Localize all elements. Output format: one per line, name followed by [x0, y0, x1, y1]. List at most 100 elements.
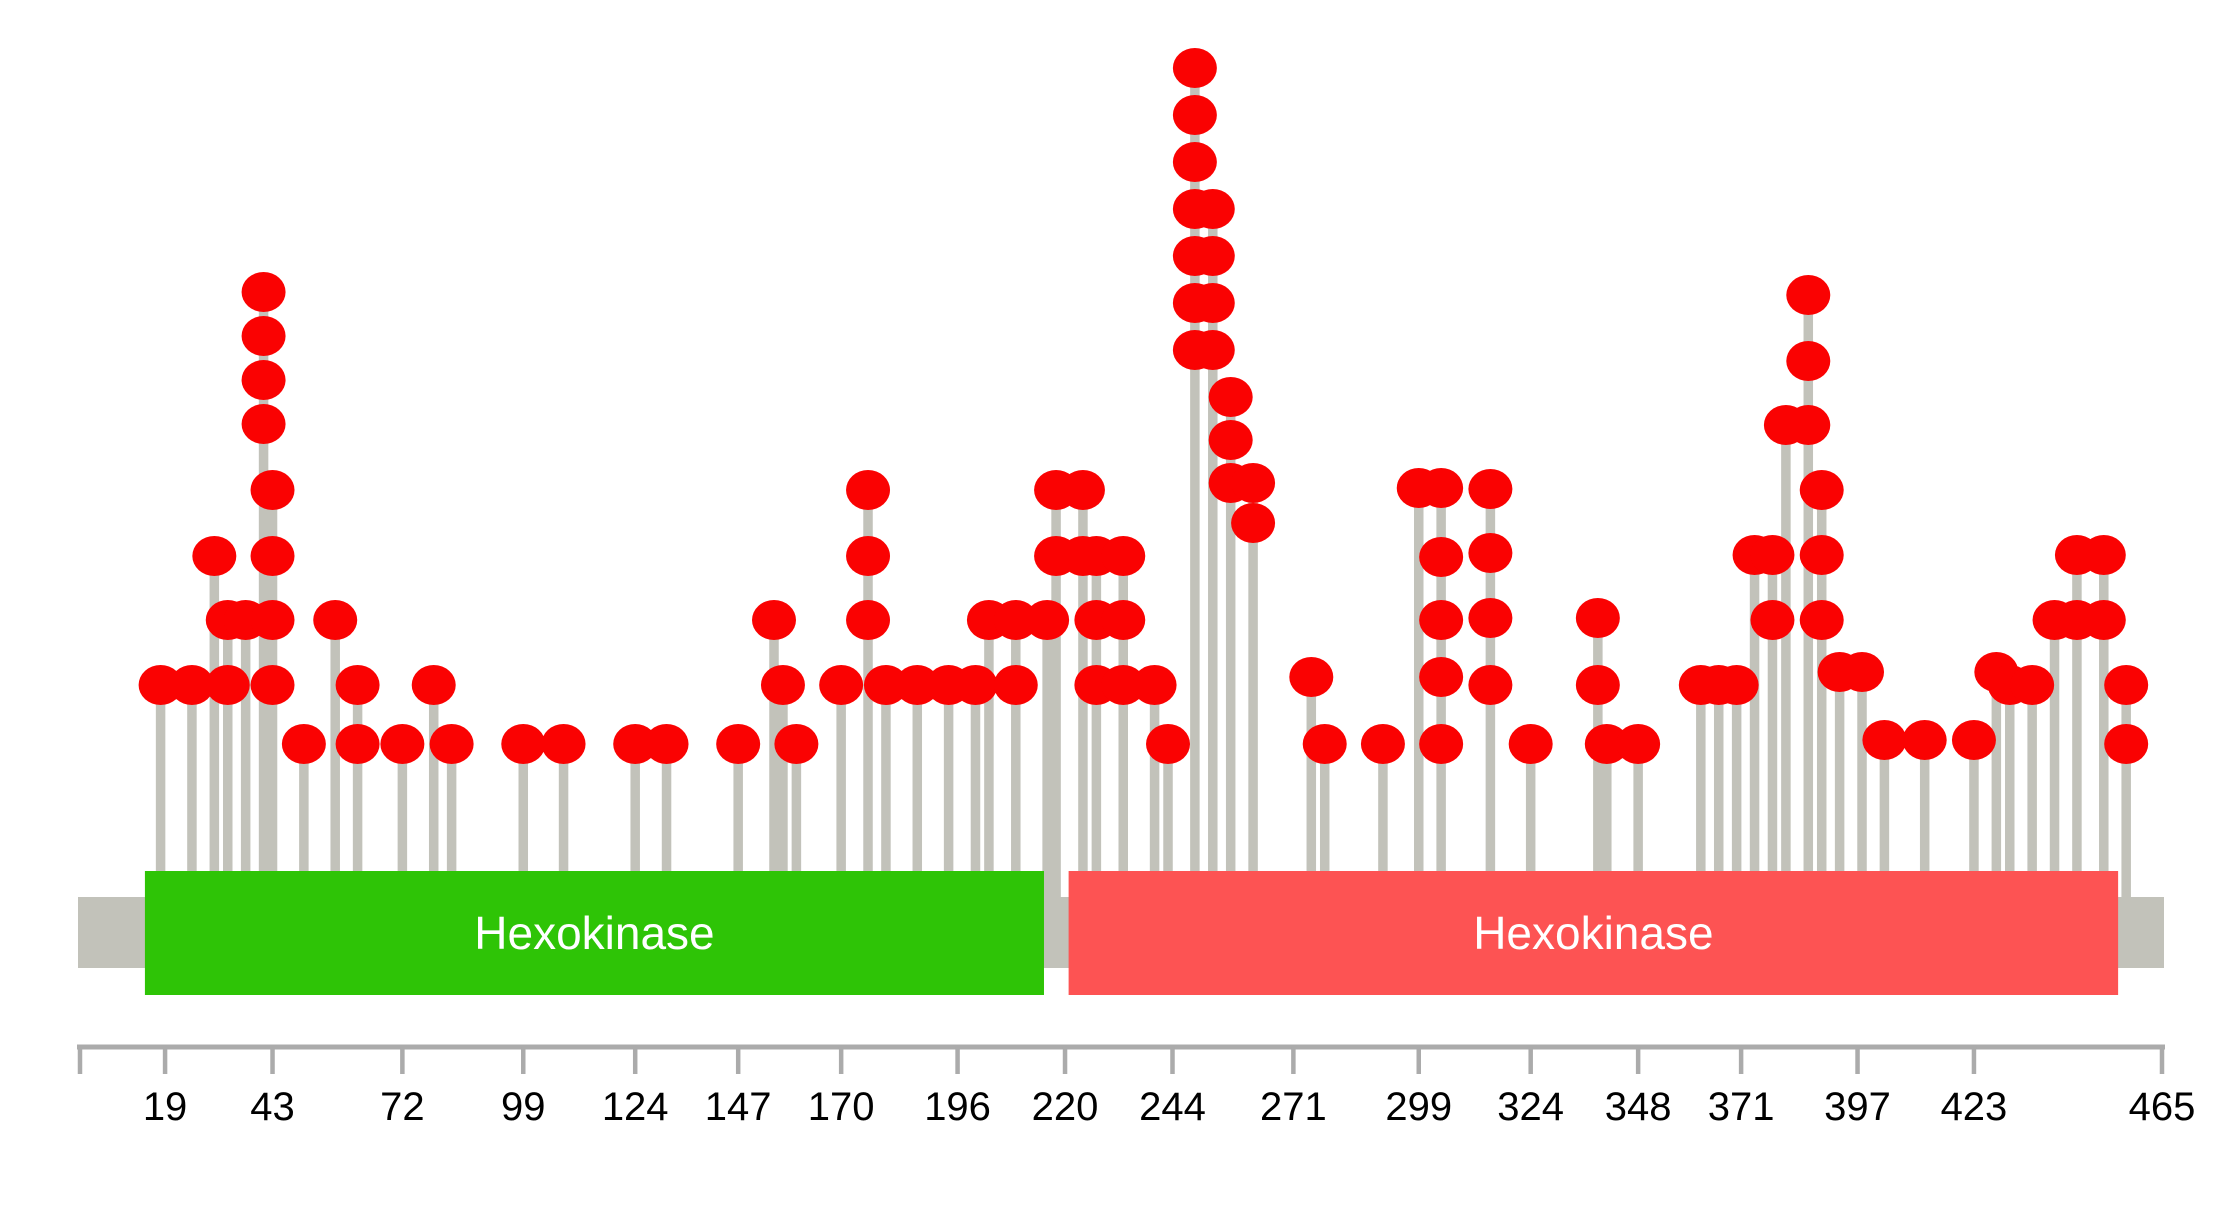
mutation-circle[interactable] — [2010, 665, 2055, 705]
axis-tick-label: 299 — [1385, 1085, 1452, 1129]
mutation-circle[interactable] — [2104, 665, 2149, 705]
mutation-circle[interactable] — [411, 665, 456, 705]
mutation-circle[interactable] — [1060, 470, 1105, 510]
mutation-circle[interactable] — [250, 665, 295, 705]
lollipop-stem — [1696, 685, 1706, 935]
mutation-circle[interactable] — [1786, 275, 1831, 315]
mutation-circle[interactable] — [2104, 724, 2149, 764]
mutation-circle[interactable] — [335, 665, 380, 705]
mutation-circle[interactable] — [169, 665, 214, 705]
mutation-circle[interactable] — [1750, 600, 1795, 640]
mutation-circle[interactable] — [1146, 724, 1191, 764]
mutation-circle[interactable] — [1468, 598, 1513, 638]
mutation-circle[interactable] — [1190, 330, 1235, 370]
axis-tick-label: 324 — [1497, 1085, 1564, 1129]
mutation-circle[interactable] — [138, 665, 183, 705]
mutation-circle[interactable] — [281, 724, 326, 764]
mutation-circle[interactable] — [846, 536, 891, 576]
mutation-circle[interactable] — [1419, 724, 1464, 764]
mutation-circle[interactable] — [1799, 535, 1844, 575]
mutation-circle[interactable] — [2081, 535, 2126, 575]
mutation-circle[interactable] — [1419, 468, 1464, 508]
mutation-circle[interactable] — [1419, 657, 1464, 697]
mutation-circle[interactable] — [1190, 189, 1235, 229]
mutation-circle[interactable] — [541, 724, 586, 764]
mutation-circle[interactable] — [1132, 665, 1177, 705]
mutation-circle[interactable] — [1468, 469, 1513, 509]
mutation-circle[interactable] — [1360, 724, 1405, 764]
mutation-circle[interactable] — [1289, 657, 1334, 697]
mutation-circle[interactable] — [429, 724, 474, 764]
mutation-circle[interactable] — [1101, 665, 1146, 705]
mutation-circle[interactable] — [1575, 598, 1620, 638]
mutation-circle[interactable] — [250, 536, 295, 576]
mutation-circle[interactable] — [335, 724, 380, 764]
mutation-circle[interactable] — [760, 665, 805, 705]
mutation-circle[interactable] — [250, 600, 295, 640]
mutation-circle[interactable] — [241, 272, 286, 312]
mutation-circle[interactable] — [846, 470, 891, 510]
lollipop-stem — [1781, 425, 1791, 935]
domain-box-1[interactable] — [144, 871, 1044, 995]
lollipop-stem — [2005, 685, 2015, 935]
mutation-circle[interactable] — [1468, 665, 1513, 705]
mutation-circle[interactable] — [1208, 377, 1253, 417]
mutation-circle[interactable] — [1190, 283, 1235, 323]
mutation-circle[interactable] — [1172, 142, 1217, 182]
lollipop-stem — [1091, 556, 1102, 935]
mutation-circle[interactable] — [241, 404, 286, 444]
mutation-circle[interactable] — [1862, 720, 1907, 760]
mutation-circle[interactable] — [380, 724, 425, 764]
mutation-circle[interactable] — [1584, 724, 1629, 764]
mutation-circle[interactable] — [774, 724, 819, 764]
mutation-circle[interactable] — [1799, 600, 1844, 640]
mutation-circle[interactable] — [1786, 341, 1831, 381]
mutation-circle[interactable] — [1750, 535, 1795, 575]
mutation-circle[interactable] — [1208, 420, 1253, 460]
mutation-circle[interactable] — [863, 665, 908, 705]
mutation-circle[interactable] — [241, 316, 286, 356]
mutation-circle[interactable] — [1302, 724, 1347, 764]
mutation-circle[interactable] — [716, 724, 761, 764]
mutation-circle[interactable] — [205, 665, 250, 705]
mutation-circle[interactable] — [2081, 600, 2126, 640]
mutation-circle[interactable] — [752, 600, 796, 640]
mutation-circle[interactable] — [1231, 463, 1276, 503]
mutation-circle[interactable] — [313, 600, 358, 640]
mutation-circle[interactable] — [644, 724, 689, 764]
mutation-circle[interactable] — [819, 665, 864, 705]
mutation-circle[interactable] — [895, 665, 940, 705]
mutation-circle[interactable] — [613, 724, 658, 764]
mutation-circle[interactable] — [1172, 95, 1217, 135]
mutation-circle[interactable] — [953, 665, 998, 705]
mutation-circle[interactable] — [1951, 720, 1996, 760]
mutation-circle[interactable] — [1508, 724, 1553, 764]
axis-tick — [1635, 1047, 1641, 1074]
mutation-circle[interactable] — [1902, 720, 1947, 760]
mutation-circle[interactable] — [192, 536, 237, 576]
mutation-circle[interactable] — [1840, 652, 1885, 692]
axis-tick — [521, 1047, 526, 1074]
mutation-circle[interactable] — [1190, 236, 1235, 276]
mutation-circle[interactable] — [1786, 405, 1831, 445]
mutation-circle[interactable] — [1616, 724, 1661, 764]
mutation-circle[interactable] — [993, 600, 1038, 640]
mutation-circle[interactable] — [846, 600, 891, 640]
mutation-circle[interactable] — [1575, 665, 1620, 705]
mutation-circle[interactable] — [1419, 600, 1464, 640]
mutation-circle[interactable] — [501, 724, 546, 764]
mutation-circle[interactable] — [1468, 533, 1513, 573]
mutation-circle[interactable] — [1172, 48, 1217, 88]
mutation-circle[interactable] — [1101, 536, 1146, 576]
mutation-circle[interactable] — [1101, 600, 1146, 640]
mutation-circle[interactable] — [250, 470, 295, 510]
mutation-circle[interactable] — [1799, 470, 1844, 510]
mutation-circle[interactable] — [1714, 665, 1759, 705]
mutation-circle[interactable] — [1025, 600, 1070, 640]
axis-tick — [955, 1047, 960, 1074]
domain-box-2[interactable] — [1068, 871, 2119, 995]
mutation-circle[interactable] — [1231, 503, 1276, 543]
mutation-circle[interactable] — [993, 665, 1038, 705]
mutation-circle[interactable] — [1419, 537, 1464, 577]
mutation-circle[interactable] — [241, 360, 286, 400]
